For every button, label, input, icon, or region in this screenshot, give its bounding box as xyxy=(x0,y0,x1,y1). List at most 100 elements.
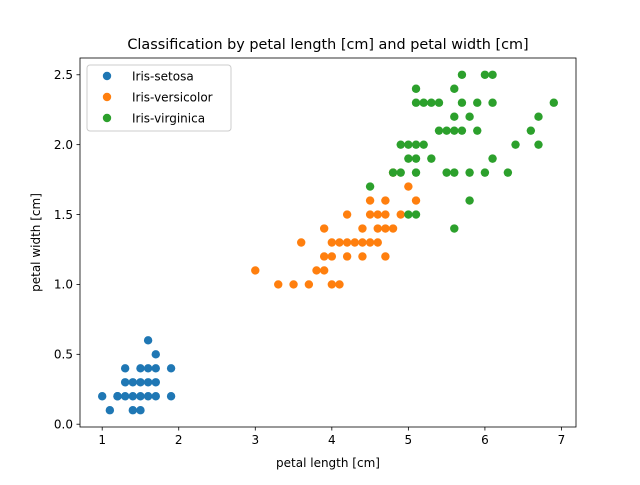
data-point xyxy=(120,364,130,373)
data-point xyxy=(335,280,344,289)
data-point xyxy=(396,210,405,219)
data-point xyxy=(388,168,398,177)
data-point xyxy=(503,168,513,177)
data-point xyxy=(411,154,421,163)
x-tick-label: 1 xyxy=(98,433,106,447)
data-point xyxy=(404,140,413,149)
data-point xyxy=(327,238,337,247)
data-point xyxy=(120,392,130,401)
data-point xyxy=(365,196,375,205)
data-point xyxy=(442,168,451,177)
data-point xyxy=(143,392,153,401)
data-point xyxy=(526,126,536,135)
y-axis-label: petal width [cm] xyxy=(29,193,43,292)
data-point xyxy=(136,378,145,387)
data-point xyxy=(151,378,160,387)
data-point xyxy=(511,140,520,149)
series-iris-setosa xyxy=(97,336,176,415)
data-point xyxy=(136,406,145,415)
data-point xyxy=(373,224,382,233)
x-axis-ticks: 1 2 3 4 5 6 7 xyxy=(98,427,565,447)
data-point xyxy=(136,392,145,401)
data-point xyxy=(120,378,130,387)
data-point xyxy=(381,196,390,205)
data-point xyxy=(411,140,421,149)
data-point xyxy=(411,210,421,219)
y-tick-label: 1.0 xyxy=(54,278,73,292)
data-point xyxy=(457,70,467,79)
data-point xyxy=(427,98,436,107)
data-point xyxy=(327,280,337,289)
data-point xyxy=(358,224,367,233)
x-axis-label: petal length [cm] xyxy=(276,456,380,470)
data-point xyxy=(457,98,467,107)
x-tick-label: 6 xyxy=(481,433,489,447)
data-point xyxy=(450,126,459,135)
data-point xyxy=(365,210,375,219)
x-tick-label: 3 xyxy=(251,433,259,447)
data-point xyxy=(411,168,421,177)
data-point xyxy=(143,378,153,387)
data-point xyxy=(335,238,344,247)
y-tick-label: 0.5 xyxy=(54,348,73,362)
data-point xyxy=(450,168,459,177)
data-point xyxy=(350,238,359,247)
legend-marker xyxy=(102,71,112,81)
data-point xyxy=(381,210,390,219)
data-point xyxy=(342,252,352,261)
data-point xyxy=(319,252,329,261)
y-tick-label: 0.0 xyxy=(54,418,73,432)
data-point xyxy=(450,84,459,93)
legend-marker xyxy=(102,113,112,123)
data-point xyxy=(251,266,260,275)
data-point xyxy=(136,364,145,373)
data-point xyxy=(450,224,459,233)
data-point xyxy=(396,168,405,177)
x-tick-label: 5 xyxy=(405,433,413,447)
data-points xyxy=(97,70,559,415)
series-iris-virginica xyxy=(365,70,559,233)
data-point xyxy=(434,126,444,135)
data-point xyxy=(143,336,153,345)
data-point xyxy=(465,112,474,121)
data-point xyxy=(319,266,329,275)
data-point xyxy=(312,266,321,275)
data-point xyxy=(128,392,138,401)
data-point xyxy=(534,112,543,121)
data-point xyxy=(488,98,497,107)
data-point xyxy=(465,196,474,205)
data-point xyxy=(419,98,428,107)
data-point xyxy=(327,252,337,261)
data-point xyxy=(534,140,543,149)
data-point xyxy=(404,210,413,219)
y-tick-label: 2.0 xyxy=(54,138,73,152)
data-point xyxy=(373,238,382,247)
data-point xyxy=(151,392,160,401)
x-tick-label: 4 xyxy=(328,433,336,447)
data-point xyxy=(473,126,482,135)
data-point xyxy=(396,140,405,149)
data-point xyxy=(381,252,390,261)
data-point xyxy=(411,98,421,107)
legend-label: Iris-versicolor xyxy=(132,90,213,104)
data-point xyxy=(166,364,176,373)
data-point xyxy=(488,154,497,163)
data-point xyxy=(151,350,160,359)
chart-title: Classification by petal length [cm] and … xyxy=(127,37,528,53)
data-point xyxy=(427,154,436,163)
legend-box xyxy=(86,64,232,132)
data-point xyxy=(434,98,444,107)
plot-frame xyxy=(79,57,577,428)
y-axis-ticks: 0.0 0.5 1.0 1.5 2.0 2.5 xyxy=(54,68,80,432)
y-tick-label: 2.5 xyxy=(54,68,73,82)
x-tick-label: 7 xyxy=(558,433,566,447)
data-point xyxy=(289,280,298,289)
data-point xyxy=(358,238,367,247)
data-point xyxy=(97,392,107,401)
data-point xyxy=(274,280,283,289)
data-point xyxy=(411,196,421,205)
data-point xyxy=(411,84,421,93)
data-point xyxy=(419,140,428,149)
